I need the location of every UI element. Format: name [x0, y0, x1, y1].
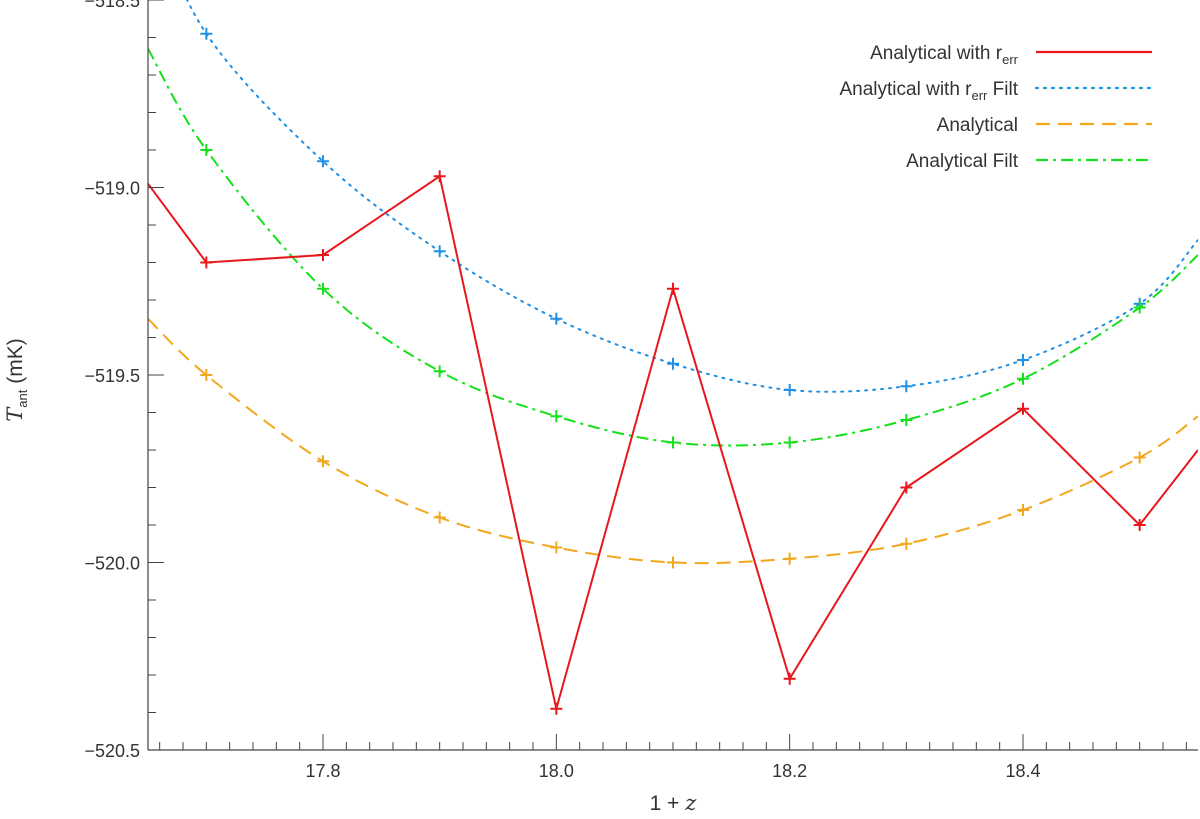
series-line [186, 0, 1198, 393]
data-point [900, 537, 913, 550]
data-point [900, 481, 913, 494]
series-line [148, 48, 1198, 447]
data-point [1133, 301, 1146, 314]
data-point [550, 541, 563, 554]
data-point [667, 357, 679, 370]
y-tick-label: −518.5 [84, 0, 140, 11]
series-3 [148, 48, 1198, 449]
data-point [667, 556, 679, 569]
data-point [550, 410, 563, 423]
data-point [433, 365, 446, 378]
legend-item: Analytical with rerr [870, 43, 1152, 67]
legend-item: Analytical [937, 115, 1152, 136]
data-point [317, 155, 329, 168]
data-point [667, 282, 679, 295]
data-point [317, 282, 329, 295]
data-point [550, 702, 563, 715]
series-0 [148, 170, 1198, 715]
data-point [200, 256, 213, 269]
legend-label: Analytical with rerr Filt [840, 79, 1019, 103]
legend-item: Analytical Filt [906, 151, 1152, 172]
data-point [550, 312, 563, 325]
data-point [317, 249, 329, 261]
legend-label: Analytical Filt [906, 151, 1019, 172]
series-1 [186, 0, 1198, 396]
y-tick-label: −519.0 [84, 179, 140, 199]
x-tick-label: 18.2 [772, 761, 807, 781]
data-point [433, 511, 446, 524]
x-tick-label: 18.4 [1005, 761, 1040, 781]
legend: Analytical with rerr Analytical with rerr… [840, 43, 1154, 172]
y-axis-title: Tant (mK) [3, 338, 30, 421]
data-point [1133, 519, 1146, 531]
legend-label: Analytical [937, 115, 1018, 136]
data-point [783, 672, 796, 685]
axes [147, 0, 1198, 751]
data-point [200, 27, 213, 40]
data-point [317, 455, 329, 468]
data-point [1017, 402, 1029, 415]
data-point [200, 144, 213, 156]
legend-label: Analytical with rerr [870, 43, 1019, 67]
data-point [783, 436, 796, 449]
legend-item: Analytical with rerr Filt [840, 79, 1154, 103]
y-tick-label: −520.0 [84, 554, 140, 574]
data-point [1017, 354, 1029, 366]
data-point [1017, 504, 1029, 516]
x-tick-label: 17.8 [305, 761, 340, 781]
ticks: −518.5 −519.0 −519.5 −520.0 −520.5 17.8 18.0 18… [84, 0, 1187, 781]
data-point [900, 380, 913, 393]
x-axis-title: 1 + z [650, 791, 698, 815]
data-point [433, 245, 446, 258]
data-point [433, 170, 446, 183]
series-layer [148, 0, 1198, 715]
data-point [667, 436, 679, 449]
data-point [200, 369, 213, 381]
y-tick-label: −520.5 [84, 741, 140, 761]
data-point [1133, 451, 1146, 464]
data-point [783, 384, 796, 396]
y-tick-label: −519.5 [84, 366, 140, 386]
data-point [1017, 372, 1029, 385]
x-tick-label: 18.0 [539, 761, 574, 781]
data-point [783, 552, 796, 565]
data-point [900, 414, 913, 426]
series-2 [148, 318, 1198, 569]
